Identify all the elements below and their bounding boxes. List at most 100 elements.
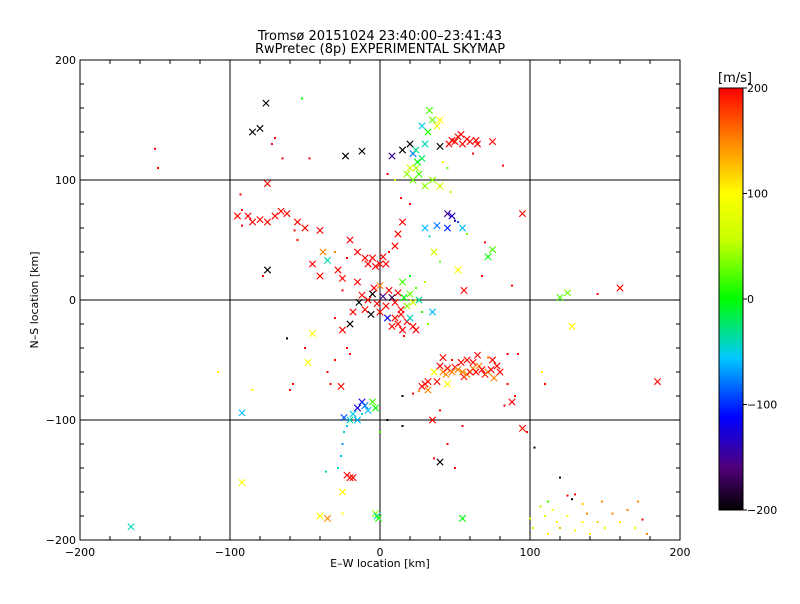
data-point-cross bbox=[391, 314, 399, 322]
data-point-dot bbox=[442, 161, 444, 163]
data-point-cross bbox=[445, 140, 453, 148]
data-point-dot bbox=[415, 287, 417, 289]
data-point-dot bbox=[301, 97, 303, 100]
data-point-cross bbox=[371, 404, 380, 412]
data-point-cross bbox=[412, 326, 420, 334]
data-point-cross bbox=[442, 370, 450, 378]
data-point-cross bbox=[487, 366, 495, 374]
data-point-dot bbox=[346, 257, 348, 259]
data-point-cross bbox=[425, 106, 434, 114]
data-point-dot bbox=[409, 275, 411, 277]
data-point-dot bbox=[337, 467, 339, 469]
data-point-dot bbox=[484, 241, 486, 244]
data-point-dot bbox=[634, 527, 636, 529]
data-point-dot bbox=[541, 371, 543, 373]
data-point-cross bbox=[412, 164, 420, 172]
data-point-cross bbox=[283, 210, 291, 218]
data-point-cross bbox=[304, 358, 312, 366]
y-tick-label: 0 bbox=[69, 294, 76, 307]
data-point-cross bbox=[421, 140, 429, 148]
y-tick-label: −200 bbox=[46, 534, 76, 547]
data-point-cross bbox=[271, 212, 279, 220]
data-point-dot bbox=[449, 191, 452, 193]
data-point-cross bbox=[616, 284, 624, 292]
data-point-cross bbox=[368, 398, 377, 406]
data-point-cross bbox=[364, 260, 372, 268]
data-point-dot bbox=[271, 143, 273, 145]
data-point-cross bbox=[383, 314, 392, 322]
data-point-dot bbox=[388, 251, 390, 253]
data-point-cross bbox=[256, 216, 264, 224]
data-point-cross bbox=[518, 424, 527, 432]
data-point-cross bbox=[382, 302, 390, 310]
data-point-dot bbox=[503, 404, 506, 407]
data-point-cross bbox=[563, 289, 572, 297]
data-point-cross bbox=[349, 474, 357, 482]
plot-area bbox=[80, 60, 680, 540]
data-point-cross bbox=[424, 386, 432, 394]
data-point-cross bbox=[433, 378, 441, 386]
data-point-cross bbox=[338, 326, 347, 334]
colorbar: [m/s] 200 100 0 −100 −200 bbox=[718, 71, 777, 517]
data-point-cross bbox=[430, 368, 438, 376]
data-point-cross bbox=[388, 322, 396, 330]
data-point-dot bbox=[532, 527, 534, 529]
data-point-dot bbox=[334, 359, 336, 361]
data-point-dot bbox=[466, 233, 468, 235]
data-point-cross bbox=[478, 366, 486, 374]
data-point-dot bbox=[379, 431, 381, 433]
data-point-cross bbox=[361, 402, 369, 410]
data-point-cross bbox=[443, 380, 452, 388]
data-point-dot bbox=[340, 455, 342, 457]
colorbar-gradient bbox=[718, 87, 744, 511]
data-point-cross bbox=[443, 224, 452, 232]
data-point-cross bbox=[473, 351, 482, 359]
data-point-cross bbox=[340, 414, 348, 422]
data-point-cross bbox=[473, 140, 482, 148]
data-point-dot bbox=[217, 371, 219, 373]
data-points bbox=[127, 97, 662, 535]
data-point-dot bbox=[439, 260, 441, 263]
data-point-dot bbox=[412, 392, 414, 395]
data-point-cross bbox=[127, 523, 135, 531]
data-point-dot bbox=[559, 476, 561, 479]
data-point-dot bbox=[286, 337, 288, 340]
data-point-cross bbox=[263, 180, 272, 188]
x-tick-label: 0 bbox=[377, 546, 384, 559]
data-point-cross bbox=[334, 266, 342, 274]
data-point-cross bbox=[388, 152, 396, 160]
data-point-dot bbox=[596, 521, 599, 523]
data-point-dot bbox=[386, 173, 389, 175]
data-point-cross bbox=[472, 368, 480, 376]
data-point-dot bbox=[461, 425, 464, 427]
chart-title: Tromsø 20151024 23:40:00–23:41:43 bbox=[257, 29, 502, 44]
data-point-cross bbox=[349, 308, 357, 316]
data-point-cross bbox=[323, 256, 332, 264]
data-point-dot bbox=[604, 527, 606, 529]
data-point-cross bbox=[248, 128, 257, 136]
data-point-cross bbox=[361, 254, 369, 262]
data-point-cross bbox=[338, 488, 347, 496]
data-point-dot bbox=[361, 413, 363, 415]
data-point-cross bbox=[436, 362, 444, 370]
data-point-cross bbox=[374, 514, 383, 522]
axes: −200 −100 0 100 200 −200 −100 0 100 200 bbox=[46, 54, 691, 559]
data-point-cross bbox=[337, 382, 345, 390]
data-point-cross bbox=[353, 416, 362, 424]
data-point-cross bbox=[493, 362, 501, 370]
data-point-cross bbox=[355, 298, 363, 306]
data-point-cross bbox=[413, 158, 422, 166]
data-point-dot bbox=[596, 293, 599, 295]
data-point-cross bbox=[428, 416, 437, 424]
data-point-cross bbox=[277, 207, 285, 215]
data-point-cross bbox=[316, 512, 324, 520]
data-point-cross bbox=[443, 364, 452, 372]
data-point-dot bbox=[439, 409, 441, 412]
data-point-cross bbox=[409, 298, 417, 306]
data-point-dot bbox=[428, 235, 431, 238]
data-point-dot bbox=[403, 335, 405, 337]
data-point-dot bbox=[281, 157, 284, 160]
data-point-cross bbox=[263, 266, 272, 274]
data-point-dot bbox=[341, 289, 344, 292]
